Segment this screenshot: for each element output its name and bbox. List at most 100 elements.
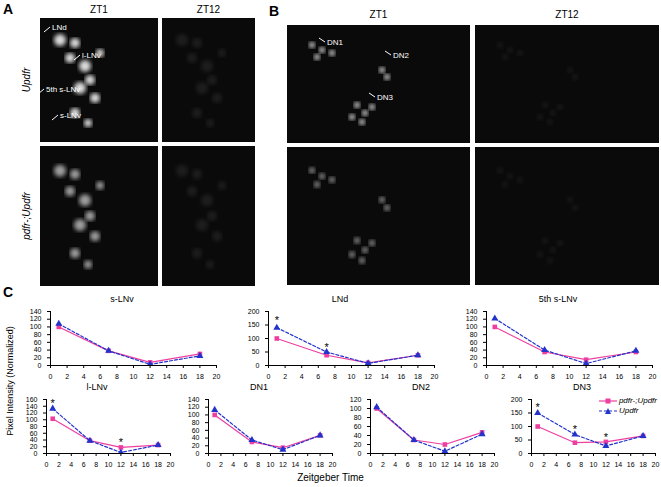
svg-text:20: 20 bbox=[213, 373, 221, 380]
svg-text:4: 4 bbox=[300, 373, 304, 380]
svg-text:50: 50 bbox=[515, 436, 523, 443]
svg-text:40: 40 bbox=[34, 346, 42, 353]
svg-text:20: 20 bbox=[167, 461, 175, 468]
svg-text:8: 8 bbox=[256, 461, 260, 468]
svg-text:*: * bbox=[324, 341, 329, 353]
svg-text:10: 10 bbox=[130, 373, 138, 380]
svg-text:18: 18 bbox=[632, 373, 640, 380]
svg-text:20: 20 bbox=[649, 373, 657, 380]
svg-text:0: 0 bbox=[474, 362, 478, 369]
svg-text:6: 6 bbox=[316, 373, 320, 380]
svg-text:120: 120 bbox=[466, 315, 478, 322]
svg-text:0: 0 bbox=[38, 362, 42, 369]
svg-text:10: 10 bbox=[267, 461, 275, 468]
svg-text:100: 100 bbox=[248, 335, 260, 342]
svg-text:8: 8 bbox=[333, 373, 337, 380]
svg-text:60: 60 bbox=[30, 429, 38, 436]
svg-text:*: * bbox=[536, 401, 541, 413]
svg-text:2: 2 bbox=[65, 373, 69, 380]
svg-text:6: 6 bbox=[406, 461, 410, 468]
svg-text:16: 16 bbox=[466, 461, 474, 468]
svg-text:120: 120 bbox=[188, 403, 200, 410]
svg-text:6: 6 bbox=[98, 373, 102, 380]
svg-text:20: 20 bbox=[431, 373, 439, 380]
svg-text:20: 20 bbox=[491, 461, 499, 468]
svg-text:18: 18 bbox=[316, 461, 324, 468]
svg-text:20: 20 bbox=[30, 443, 38, 450]
svg-text:40: 40 bbox=[470, 346, 478, 353]
svg-text:4: 4 bbox=[82, 373, 86, 380]
svg-text:ZT1: ZT1 bbox=[370, 9, 388, 20]
svg-text:100: 100 bbox=[511, 423, 523, 430]
svg-text:20: 20 bbox=[652, 461, 660, 468]
svg-text:14: 14 bbox=[291, 461, 299, 468]
svg-text:*: * bbox=[119, 436, 124, 448]
svg-text:8: 8 bbox=[115, 373, 119, 380]
svg-text:140: 140 bbox=[30, 308, 42, 315]
svg-text:ZT1: ZT1 bbox=[90, 4, 108, 15]
svg-text:2: 2 bbox=[283, 373, 287, 380]
svg-text:18: 18 bbox=[154, 461, 162, 468]
svg-text:200: 200 bbox=[511, 396, 523, 403]
svg-text:*: * bbox=[573, 423, 578, 435]
svg-text:40: 40 bbox=[192, 434, 200, 441]
svg-text:40: 40 bbox=[354, 432, 362, 439]
svg-text:0: 0 bbox=[519, 450, 523, 457]
svg-text:14: 14 bbox=[381, 373, 389, 380]
svg-text:10: 10 bbox=[566, 373, 574, 380]
svg-text:18: 18 bbox=[414, 373, 422, 380]
svg-text:140: 140 bbox=[26, 402, 38, 409]
svg-text:160: 160 bbox=[26, 396, 38, 403]
svg-text:DN1: DN1 bbox=[327, 38, 344, 47]
svg-text:8: 8 bbox=[94, 461, 98, 468]
svg-text:20: 20 bbox=[192, 442, 200, 449]
svg-text:18: 18 bbox=[196, 373, 204, 380]
svg-text:5th s-LNv: 5th s-LNv bbox=[46, 85, 80, 94]
svg-text:4: 4 bbox=[69, 461, 73, 468]
svg-text:2: 2 bbox=[381, 461, 385, 468]
svg-text:60: 60 bbox=[470, 339, 478, 346]
svg-text:ZT12: ZT12 bbox=[555, 9, 579, 20]
svg-text:60: 60 bbox=[34, 339, 42, 346]
svg-text:0: 0 bbox=[369, 461, 373, 468]
svg-text:pdfr-;Updfr: pdfr-;Updfr bbox=[21, 192, 32, 241]
svg-text:l-LNv: l-LNv bbox=[82, 51, 101, 60]
svg-text:2: 2 bbox=[219, 461, 223, 468]
svg-text:10: 10 bbox=[590, 461, 598, 468]
svg-text:80: 80 bbox=[34, 331, 42, 338]
svg-text:12: 12 bbox=[582, 373, 590, 380]
svg-text:14: 14 bbox=[163, 373, 171, 380]
svg-text:6: 6 bbox=[567, 461, 571, 468]
svg-text:0: 0 bbox=[45, 461, 49, 468]
svg-text:12: 12 bbox=[279, 461, 287, 468]
svg-text:16: 16 bbox=[142, 461, 150, 468]
svg-text:16: 16 bbox=[627, 461, 635, 468]
svg-text:4: 4 bbox=[554, 461, 558, 468]
svg-text:*: * bbox=[51, 397, 56, 409]
svg-text:8: 8 bbox=[418, 461, 422, 468]
svg-text:100: 100 bbox=[26, 416, 38, 423]
svg-text:20: 20 bbox=[470, 354, 478, 361]
svg-text:6: 6 bbox=[82, 461, 86, 468]
svg-text:0: 0 bbox=[34, 450, 38, 457]
svg-text:18: 18 bbox=[478, 461, 486, 468]
svg-text:16: 16 bbox=[615, 373, 623, 380]
svg-text:16: 16 bbox=[179, 373, 187, 380]
svg-text:s-LNv: s-LNv bbox=[60, 111, 81, 120]
svg-text:50: 50 bbox=[252, 348, 260, 355]
svg-text:6: 6 bbox=[534, 373, 538, 380]
svg-text:2: 2 bbox=[57, 461, 61, 468]
svg-text:0: 0 bbox=[49, 373, 53, 380]
svg-text:DN3: DN3 bbox=[377, 93, 394, 102]
svg-text:12: 12 bbox=[146, 373, 154, 380]
svg-text:14: 14 bbox=[599, 373, 607, 380]
svg-text:12: 12 bbox=[117, 461, 125, 468]
svg-text:120: 120 bbox=[350, 396, 362, 403]
svg-text:*: * bbox=[275, 314, 280, 326]
svg-text:0: 0 bbox=[530, 461, 534, 468]
svg-text:DN2: DN2 bbox=[393, 51, 410, 60]
svg-text:18: 18 bbox=[639, 461, 647, 468]
svg-text:12: 12 bbox=[602, 461, 610, 468]
svg-text:40: 40 bbox=[30, 436, 38, 443]
svg-text:20: 20 bbox=[34, 354, 42, 361]
